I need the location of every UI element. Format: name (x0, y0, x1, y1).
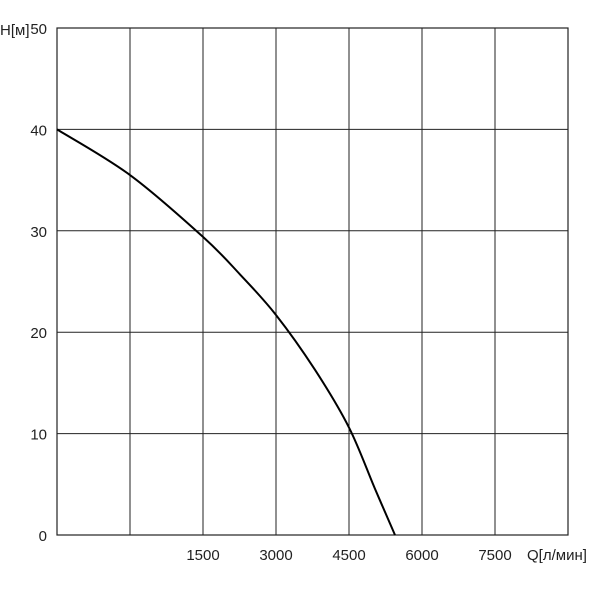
y-tick-label: 10 (30, 427, 47, 444)
y-tick-label: 50 (30, 21, 47, 38)
x-tick-label: 6000 (405, 547, 438, 564)
y-tick-label: 0 (39, 528, 47, 545)
y-tick-label: 40 (30, 122, 47, 139)
y-axis-label: Н[м] (0, 22, 29, 39)
curve (56, 128, 396, 536)
x-tick-label: 3000 (259, 547, 292, 564)
y-tick-label: 20 (30, 325, 47, 342)
y-tick-label: 30 (30, 224, 47, 241)
x-tick-label: 7500 (478, 547, 511, 564)
x-axis-label: Q[л/мин] (527, 547, 587, 564)
plot-border (56, 27, 569, 536)
x-tick-label: 4500 (332, 547, 365, 564)
x-tick-label: 1500 (186, 547, 219, 564)
